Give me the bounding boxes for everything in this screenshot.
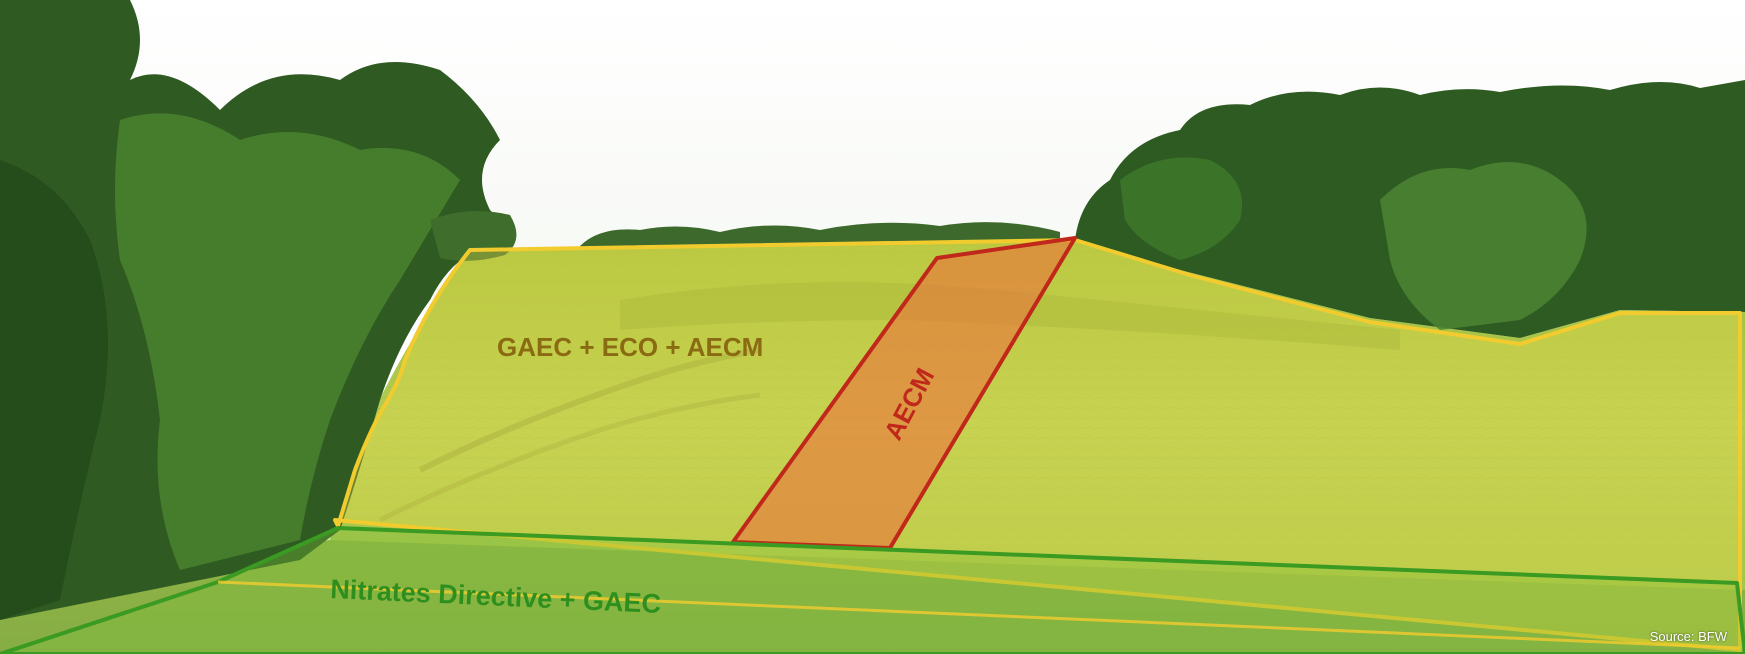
zone-nitrates-gaec-overlay [0,526,1745,654]
left-hedgerow-highlight [115,113,460,570]
left-hedgerow-detail [0,160,108,620]
tractor-track [418,347,761,473]
zone-gaec-eco-aecm-overlay [333,238,1742,652]
tractor-track [378,392,761,523]
source-credit: Source: BFW [1649,629,1727,644]
right-woodland-highlight [1380,162,1587,330]
label-gaec-eco-aecm: GAEC + ECO + AECM [497,332,763,362]
foreground-grass [0,540,1745,654]
right-woodland-highlight [1120,157,1242,260]
yellow-inner-boundary [217,580,1741,650]
